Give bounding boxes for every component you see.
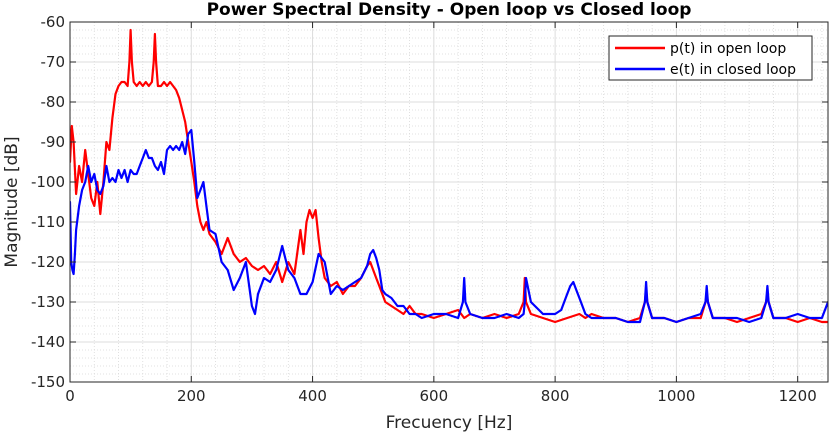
y-tick-label: -90 xyxy=(41,133,66,151)
legend-label-open-loop: p(t) in open loop xyxy=(670,41,786,57)
y-tick-label: -120 xyxy=(31,253,65,271)
x-tick-label: 400 xyxy=(298,387,327,405)
minor-grid xyxy=(70,22,828,382)
y-tick-label: -60 xyxy=(41,13,66,31)
plot-frame xyxy=(69,21,829,383)
chart-title: Power Spectral Density - Open loop vs Cl… xyxy=(207,0,692,20)
x-tick-label: 1200 xyxy=(779,387,817,405)
y-tick-label: -110 xyxy=(31,213,65,231)
legend-box xyxy=(608,35,813,81)
y-tick-label: -150 xyxy=(31,373,65,391)
y-tick-label: -70 xyxy=(41,53,66,71)
series-line-closed-loop xyxy=(70,128,828,324)
legend-label-closed-loop: e(t) in closed loop xyxy=(670,62,796,78)
y-tick-label: -100 xyxy=(31,173,65,191)
series-layer xyxy=(70,28,828,324)
legend: p(t) in open loop e(t) in closed loop xyxy=(608,35,813,81)
x-axis-label: Frecuency [Hz] xyxy=(386,413,513,433)
y-axis-ticks: -150 -140 -130 -120 -110 -100 -90 -80 -70 -60 xyxy=(31,13,828,391)
y-tick-label: -140 xyxy=(31,333,65,351)
x-tick-label: 0 xyxy=(65,387,75,405)
y-axis-label: Magnitude [dB] xyxy=(2,136,22,267)
x-axis-ticks: 0 200 400 600 800 1000 1200 xyxy=(65,22,817,405)
y-tick-label: -130 xyxy=(31,293,65,311)
x-tick-label: 600 xyxy=(420,387,449,405)
x-tick-label: 800 xyxy=(541,387,570,405)
x-tick-label: 1000 xyxy=(657,387,695,405)
x-tick-label: 200 xyxy=(177,387,206,405)
y-tick-label: -80 xyxy=(41,93,66,111)
